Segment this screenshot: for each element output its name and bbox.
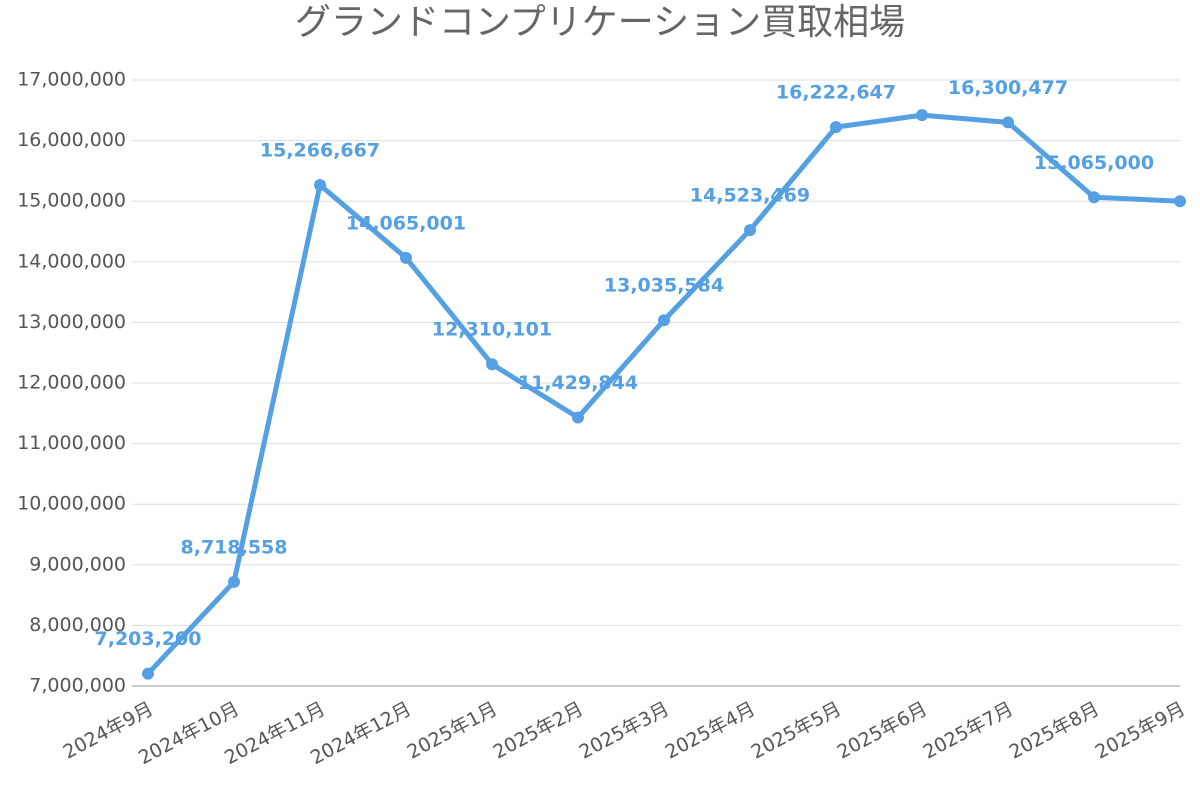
- data-point: [916, 109, 928, 122]
- y-tick-label: 9,000,000: [29, 553, 126, 575]
- data-point: [1088, 191, 1100, 204]
- y-tick-label: 10,000,000: [17, 493, 126, 515]
- data-point: [400, 251, 412, 264]
- data-point: [486, 358, 498, 371]
- data-label: 13,035,584: [604, 275, 724, 297]
- y-tick-label: 8,000,000: [29, 614, 126, 636]
- data-point: [572, 411, 584, 424]
- data-label: 16,300,477: [948, 77, 1068, 99]
- y-tick-label: 12,000,000: [17, 372, 126, 394]
- data-label: 11,429,844: [518, 372, 638, 394]
- x-tick-label: 2025年2月: [490, 698, 587, 764]
- y-tick-label: 13,000,000: [17, 311, 126, 333]
- data-point: [142, 667, 154, 680]
- data-label: 8,718,558: [181, 536, 288, 558]
- data-point: [658, 314, 670, 327]
- x-tick-label: 2025年3月: [576, 698, 673, 764]
- chart-title: グランドコンプリケーション買取相場: [295, 2, 905, 43]
- y-tick-label: 15,000,000: [17, 190, 126, 212]
- y-tick-label: 17,000,000: [17, 69, 126, 91]
- x-tick-label: 2025年9月: [1092, 698, 1189, 764]
- x-tick-label: 2025年6月: [834, 698, 931, 764]
- data-label: 15,266,667: [260, 140, 380, 162]
- data-point: [314, 179, 326, 192]
- data-label: 14,065,001: [346, 212, 466, 234]
- data-label: 16,222,647: [776, 82, 896, 104]
- data-point: [744, 224, 756, 237]
- x-tick-label: 2025年8月: [1006, 698, 1103, 764]
- x-tick-label: 2025年5月: [748, 698, 845, 764]
- data-label: 7,203,200: [95, 628, 202, 650]
- y-tick-label: 11,000,000: [17, 432, 126, 454]
- data-point: [830, 121, 842, 134]
- data-point: [1174, 195, 1186, 208]
- data-label: 12,310,101: [432, 319, 552, 341]
- y-tick-label: 14,000,000: [17, 250, 126, 272]
- series-line: [146, 112, 1181, 676]
- data-point: [228, 575, 240, 588]
- data-label: 14,523,469: [690, 185, 810, 207]
- x-tick-label: 2025年7月: [920, 698, 1017, 764]
- data-label: 15,065,000: [1034, 152, 1154, 174]
- data-point: [1002, 116, 1014, 129]
- x-tick-label: 2025年1月: [404, 698, 501, 764]
- y-tick-label: 16,000,000: [17, 129, 126, 151]
- x-tick-label: 2025年4月: [662, 698, 759, 764]
- y-tick-label: 7,000,000: [29, 675, 126, 697]
